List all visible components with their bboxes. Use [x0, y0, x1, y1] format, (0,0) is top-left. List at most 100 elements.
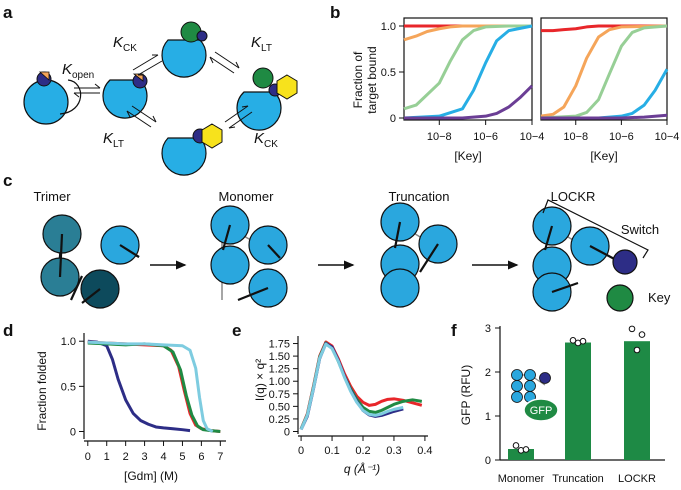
b-left-xlabel: [Key] — [454, 149, 481, 163]
b-series-orange — [403, 24, 532, 42]
f-bar-truncation — [565, 342, 591, 460]
gfp-inset-label: GFP — [530, 405, 553, 417]
f-category-label: LOCKR — [618, 473, 656, 485]
truncation-glyph — [380, 202, 458, 308]
f-category-label: Monomer — [498, 473, 545, 485]
f-ytick-label: 1 — [485, 411, 491, 423]
f-bar-monomer — [508, 449, 534, 460]
d-ylabel: Fraction folded — [35, 351, 49, 430]
key-bound-glyph — [161, 21, 208, 78]
k-ck-bottom: K CK — [254, 130, 278, 150]
d-ytick-label: 0 — [70, 426, 76, 438]
d-series-darkgreen — [87, 341, 221, 433]
f-ytick-label: 2 — [485, 367, 491, 379]
d-xlabel: [Gdm] (M) — [124, 469, 178, 483]
ternary-complex-glyph — [236, 67, 298, 131]
f-category-label: Truncation — [552, 473, 604, 485]
equilibrium-arrows-ck-bottom — [224, 105, 253, 129]
monomer-glyph — [210, 205, 288, 308]
e-ytick-label: 1.25 — [269, 364, 290, 376]
b-left-plot: 10−8 10−6 10−4 0 0.5 1.0 [Key] — [381, 17, 545, 163]
panel-e: e I(q) × q² 0 0.1 0.2 0.3 0.4 00.250.500.751… — [232, 321, 433, 476]
svg-text:LT: LT — [113, 139, 124, 150]
f-replicate-point — [638, 331, 646, 338]
b-xtick-label: 10−6 — [609, 131, 634, 143]
b-right-frame — [540, 17, 668, 121]
d-xtick-label: 5 — [179, 451, 185, 463]
b-ytick-label: 0 — [390, 113, 396, 125]
e-xtick-label: 0.4 — [417, 445, 432, 457]
closed-switch-glyph — [23, 71, 82, 125]
b-ylabel-line1: Fraction of — [351, 51, 365, 108]
svg-text:K: K — [254, 130, 265, 147]
f-replicate-point — [579, 337, 587, 345]
b-left-frame — [403, 17, 533, 121]
e-ytick-label: 1.75 — [269, 339, 290, 351]
svg-text:CK: CK — [264, 139, 278, 150]
d-xtick-label: 6 — [198, 451, 204, 463]
svg-text:K: K — [113, 34, 124, 51]
d-xtick-label: 4 — [160, 451, 166, 463]
b-series-blue — [403, 24, 533, 120]
b-xtick-label: 10−4 — [520, 131, 545, 143]
panel-label-f: f — [451, 321, 457, 340]
f-replicate-point — [522, 446, 530, 453]
e-ytick-label: 0.75 — [269, 389, 290, 401]
switch-label: Switch — [621, 222, 659, 237]
svg-text:K: K — [251, 34, 262, 51]
svg-text:LT: LT — [261, 43, 272, 54]
b-right-xlabel: [Key] — [590, 149, 617, 163]
gfp-sensor-inset — [511, 369, 559, 422]
b-series-red — [541, 24, 667, 33]
b-right-plot: 10−8 10−6 10−4 [Key] — [540, 17, 679, 163]
b-series-purple — [541, 113, 668, 120]
b-xtick-label: 10−6 — [473, 131, 498, 143]
b-ytick-label: 0.5 — [381, 67, 396, 79]
k-lt-top: K LT — [251, 34, 272, 54]
f-bar-lockr — [624, 341, 650, 460]
e-series-lightblue — [299, 342, 404, 431]
target-bound-glyph — [161, 123, 223, 176]
equilibrium-arrows-ck-top — [132, 54, 163, 76]
f-ytick-label: 3 — [485, 323, 491, 335]
d-series-navy — [87, 339, 191, 433]
e-xtick-label: 0.2 — [355, 445, 370, 457]
svg-text:K: K — [103, 130, 114, 147]
k-lt-bottom: K LT — [103, 130, 124, 150]
b-series-orange — [540, 24, 668, 118]
d-series-red — [87, 340, 221, 433]
equilibrium-arrows-lt-bottom — [126, 105, 157, 128]
b-series-green — [403, 24, 532, 111]
equilibrium-arrows-lt-top — [209, 51, 240, 74]
stage-truncation-label: Truncation — [389, 189, 450, 204]
b-ylabel-line2: target bound — [365, 46, 379, 113]
d-xtick-label: 7 — [217, 451, 223, 463]
panel-label-c: c — [3, 171, 12, 190]
k-open-constant: K open — [62, 61, 94, 81]
f-replicate-point — [633, 346, 641, 354]
e-xtick-label: 0 — [298, 445, 304, 457]
e-xlabel: q (Å⁻¹) — [344, 461, 380, 476]
d-series-lightblue — [87, 340, 214, 433]
panel-label-b: b — [330, 3, 340, 22]
e-ytick-label: 1.00 — [269, 376, 290, 388]
d-xtick-label: 3 — [142, 451, 148, 463]
key-label: Key — [648, 290, 671, 305]
f-ylabel: GFP (RFU) — [459, 365, 473, 425]
e-ytick-label: 1.50 — [269, 351, 290, 363]
e-ylabel: I(q) × q² — [253, 359, 267, 401]
panel-b: b Fraction of target bound 10−8 10−6 10−4 … — [330, 3, 679, 163]
svg-text:CK: CK — [123, 43, 137, 54]
panel-label-a: a — [3, 3, 13, 22]
d-xtick-label: 2 — [123, 451, 129, 463]
b-xtick-label: 10−8 — [563, 131, 588, 143]
svg-text:open: open — [72, 70, 94, 81]
e-ytick-label: 0.50 — [269, 401, 290, 413]
equilibrium-arrows-open — [73, 83, 101, 98]
d-xtick-label: 0 — [85, 451, 91, 463]
d-ytick-label: 0.5 — [61, 381, 76, 393]
panel-a: a K open K — [3, 3, 298, 176]
b-xtick-label: 10−8 — [427, 131, 452, 143]
